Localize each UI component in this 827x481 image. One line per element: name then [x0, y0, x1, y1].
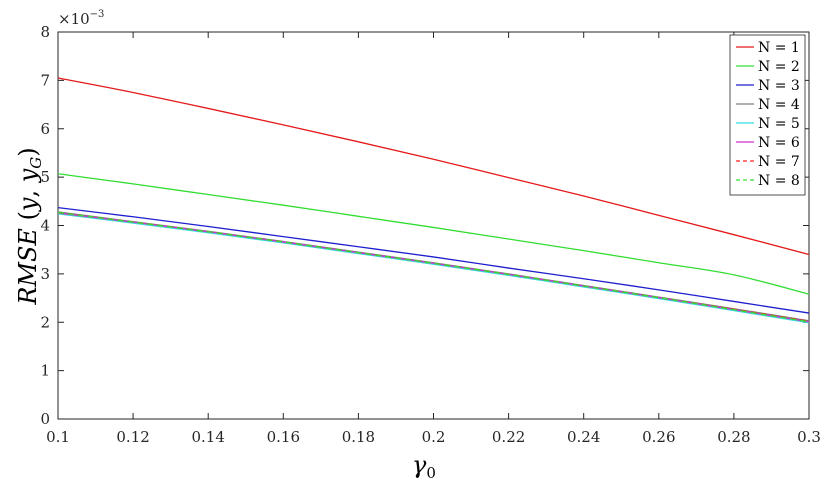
svg-text:γ0: γ0	[412, 451, 436, 481]
series-line-n1	[57, 77, 810, 256]
y-tick-label: 0	[40, 410, 50, 428]
x-tick-label: 0.24	[567, 428, 600, 446]
legend-entry-label: N = 8	[758, 173, 800, 189]
legend-entry-label: N = 6	[758, 135, 800, 151]
series-lines	[57, 77, 810, 324]
legend-entry-label: N = 3	[758, 78, 800, 94]
plot-border	[57, 31, 810, 420]
x-tick-label: 0.22	[492, 428, 525, 446]
x-tick-label: 0.18	[342, 428, 375, 446]
x-tick-label: 0.12	[116, 428, 149, 446]
legend-entry-label: N = 5	[758, 116, 800, 132]
series-line-n3	[57, 206, 810, 314]
x-axis-title: γ0	[412, 451, 436, 481]
y-tick-label: 4	[40, 217, 50, 235]
x-tick-label: 0.28	[717, 428, 750, 446]
legend-entry-label: N = 7	[758, 154, 800, 170]
y-tick-label: 1	[40, 362, 50, 380]
x-axis: 0.1 0.12 0.14 0.16 0.18 0.2 0.22 0.24 0.26 0.28 0.…	[46, 32, 821, 446]
svg-text:RMSE (y, yG): RMSE (y, yG)	[14, 147, 45, 305]
y-tick-label: 5	[40, 168, 50, 186]
legend-box	[729, 34, 806, 196]
x-tick-label: 0.26	[642, 428, 675, 446]
x-tick-label: 0.2	[422, 428, 446, 446]
legend: N = 1 N = 2 N = 3 N = 4 N = 5 N = 6 N = 7 N = 8	[729, 34, 806, 196]
y-tick-label: 8	[40, 23, 50, 41]
x-tick-label: 0.3	[797, 428, 821, 446]
y-tick-label: 3	[40, 265, 50, 283]
y-tick-label: 6	[40, 120, 50, 138]
legend-entry-label: N = 4	[758, 97, 800, 113]
legend-entry-label: N = 1	[758, 40, 800, 56]
legend-entry-label: N = 2	[758, 59, 800, 75]
plot-area	[57, 31, 810, 420]
series-line-n2	[57, 173, 810, 295]
y-axis-title: RMSE (y, yG)	[14, 147, 45, 305]
y-tick-label: 2	[40, 313, 50, 331]
series-line-n5	[57, 213, 810, 324]
y-tick-label: 7	[40, 71, 50, 89]
x-tick-label: 0.1	[46, 428, 70, 446]
y-multiplier-label: ×10−3	[58, 9, 104, 28]
x-tick-label: 0.16	[267, 428, 300, 446]
series-line-n6	[57, 212, 810, 323]
y-axis: 0 1 2 3 4 5 6 7 8	[40, 23, 809, 428]
x-tick-label: 0.14	[191, 428, 224, 446]
